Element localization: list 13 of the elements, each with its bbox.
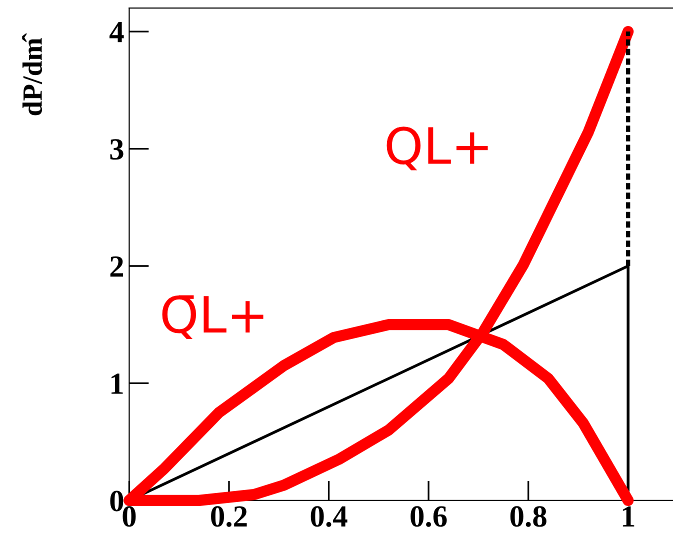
x-tick-label: 0.2 bbox=[211, 506, 247, 527]
series-label: QL+ bbox=[386, 126, 488, 170]
y-tick-label: 4 bbox=[109, 22, 124, 42]
x-tick-label: 0.4 bbox=[310, 506, 348, 527]
series-label: Q̄L+ bbox=[162, 295, 264, 339]
y-tick-label: 1 bbox=[112, 374, 123, 394]
x-tick-label: 0.6 bbox=[410, 506, 447, 527]
y-tick-label: 2 bbox=[110, 256, 124, 277]
y-tick-label: 0 bbox=[110, 490, 124, 512]
y-axis-title: dP/dm̂ bbox=[22, 33, 42, 116]
y-tick-label: 3 bbox=[110, 139, 124, 160]
x-tick-label: 1 bbox=[622, 506, 634, 526]
x-tick-label: 0.8 bbox=[510, 506, 546, 527]
